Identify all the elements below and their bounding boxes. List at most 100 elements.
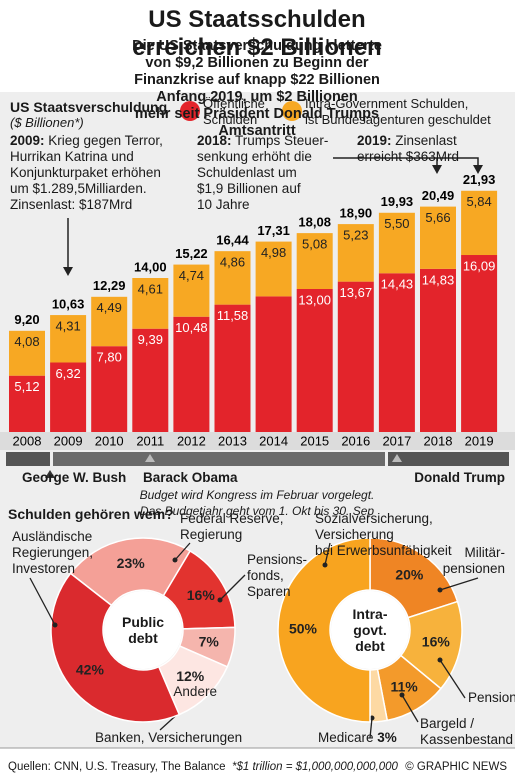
x-tick-label: 2015 <box>300 433 329 448</box>
pie-label: Sozialversicherung, Versicherung bei Erw… <box>315 511 452 558</box>
total-label: 18,90 <box>340 206 373 221</box>
value-label: 13,67 <box>340 285 373 300</box>
bush-band <box>6 452 50 466</box>
value-label: 4,49 <box>97 300 122 315</box>
value-label: 4,61 <box>138 281 163 296</box>
bar-segment <box>9 330 45 376</box>
x-tick-label: 2014 <box>259 433 288 448</box>
title: US Staatsschulden erreichen $2 Billionen <box>132 6 382 61</box>
pie-slice <box>369 537 459 619</box>
arrow <box>432 165 442 174</box>
x-tick-label: 2011 <box>136 433 164 448</box>
value-label: 4,74 <box>179 268 204 283</box>
bar-segment <box>296 233 333 289</box>
pie-label: Pensions- fonds, Sparen <box>247 552 308 599</box>
source: Quellen: CNN, U.S. Treasury, The Balance <box>8 761 226 773</box>
pointer <box>439 577 479 591</box>
value-label: 4,08 <box>14 334 39 349</box>
bar-segment <box>337 281 374 432</box>
value-label: 4,86 <box>220 255 245 270</box>
pointer-dot <box>399 692 405 698</box>
bar-segment <box>132 328 169 432</box>
value-label: 10,48 <box>175 320 208 335</box>
bar-segment <box>214 304 251 432</box>
pie-slice <box>277 537 371 723</box>
pointer-dot <box>322 562 328 568</box>
year-band <box>0 432 515 450</box>
footnote: *$1 trillion = $1,000,000,000,000 <box>232 761 398 773</box>
pointer <box>324 542 331 566</box>
pointer-dot <box>437 657 443 663</box>
x-tick-label: 2008 <box>13 433 42 448</box>
pie-value-label: 7% <box>199 633 220 649</box>
arrow <box>63 267 73 276</box>
total-label: 18,08 <box>298 215 331 230</box>
x-tick-label: 2019 <box>465 433 494 448</box>
x-tick-label: 2009 <box>54 433 83 448</box>
bar-segment <box>50 315 87 363</box>
pie-label: Banken, Versicherungen <box>95 730 243 745</box>
bar-segment <box>255 296 292 432</box>
bar-segment <box>378 273 415 432</box>
total-label: 12,29 <box>93 278 126 293</box>
annotation: 2019: Zinsenlast erreicht $363Mrd <box>357 133 459 165</box>
bar-segment <box>91 296 128 347</box>
pie-hole <box>331 591 409 669</box>
bar-segment <box>173 264 210 317</box>
annotation-year: 2018: <box>197 133 232 148</box>
legend-label: Öffentliche Schulden <box>203 96 265 127</box>
pie-value-label: 3% <box>377 730 397 745</box>
pie-label: Bargeld / Kassenbestand <box>420 716 514 747</box>
annotation: 2009: Krieg gegen Terror, Hurrikan Katri… <box>10 133 163 213</box>
subtitle: Die US Staatsverschuldung kletterte von … <box>132 38 382 139</box>
pie-label: Medicare 3% <box>318 730 397 745</box>
pie-value-label: 16% <box>187 587 216 603</box>
pointer <box>369 717 373 739</box>
bar-segment <box>255 241 292 297</box>
value-label: 5,08 <box>302 237 327 252</box>
x-tick-label: 2017 <box>382 433 411 448</box>
pointer <box>439 659 466 699</box>
x-tick-label: 2010 <box>95 433 124 448</box>
arrow <box>473 165 483 174</box>
pointer <box>29 577 56 626</box>
total-label: 16,44 <box>216 233 249 248</box>
annotation: 2018: Trumps Steuer- senkung erhöht die … <box>197 133 328 213</box>
pointer-dot <box>52 622 58 628</box>
bar-segment <box>9 375 45 432</box>
pie-label: Federal Reserve, Regierung <box>180 511 284 542</box>
legend-swatch <box>180 101 200 121</box>
y-unit: ($ Billionen*) <box>10 115 84 130</box>
pointer <box>401 694 419 723</box>
bar-segment <box>378 212 415 274</box>
pointer-dot <box>437 587 443 593</box>
bar-segment <box>173 316 210 432</box>
bar-segment <box>132 278 169 329</box>
bar-segment <box>420 206 456 269</box>
total-label: 14,00 <box>134 259 167 274</box>
value-label: 4,31 <box>55 319 80 334</box>
president: Barack Obama <box>143 470 238 485</box>
pie-slice <box>50 572 181 723</box>
pie-value-label: 50% <box>289 621 318 637</box>
total-label: 17,31 <box>257 223 290 238</box>
value-label: 5,23 <box>343 228 368 243</box>
pie-label: Pensionen <box>468 690 515 705</box>
bar-segment <box>50 362 87 432</box>
total-label: 20,49 <box>422 188 455 203</box>
annotation-year: 2009: <box>10 133 45 148</box>
total-label: 21,93 <box>463 172 496 187</box>
pie-center-label: Public debt <box>121 614 165 646</box>
obama-band <box>53 452 385 466</box>
value-label: 5,50 <box>384 216 409 231</box>
pie-label: Andere <box>173 684 217 699</box>
annotation-text: Trumps Steuer- senkung erhöht die Schuld… <box>197 133 329 212</box>
arrow <box>392 454 402 462</box>
annotation-text: Zinsenlast erreicht $363Mrd <box>357 133 460 164</box>
x-tick-label: 2013 <box>218 433 247 448</box>
x-tick-label: 2018 <box>424 433 453 448</box>
note: Budget wird Kongress im Februar vorgeleg… <box>139 488 375 518</box>
pie-value-label: 12% <box>176 668 205 684</box>
arrow <box>145 454 155 462</box>
